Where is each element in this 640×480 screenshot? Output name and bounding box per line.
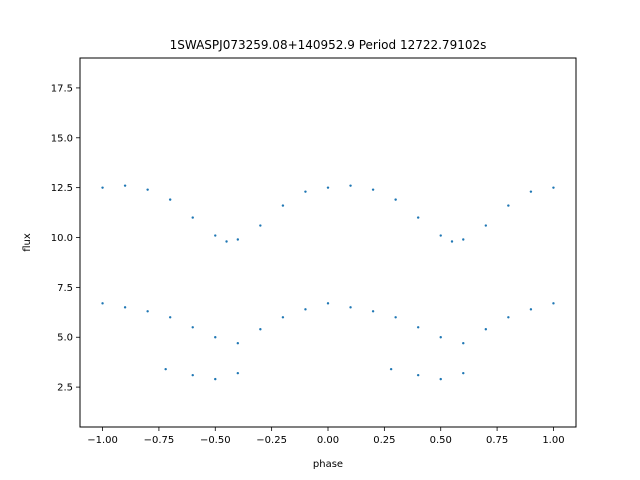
- data-point: [552, 302, 555, 305]
- y-tick-label: 17.5: [51, 83, 73, 94]
- x-tick-label: 1.00: [542, 435, 564, 446]
- data-point: [259, 328, 262, 331]
- data-point: [236, 342, 240, 345]
- data-point: [462, 371, 465, 375]
- data-point: [101, 302, 104, 305]
- data-point: [123, 306, 127, 309]
- data-point: [146, 188, 149, 191]
- data-point: [236, 238, 240, 241]
- data-point: [439, 234, 442, 237]
- data-point: [281, 204, 285, 207]
- x-axis-ticks: −1.00 −0.75 −0.50 −0.25 0.00 0.25 0.50 0.75 1.00: [87, 427, 565, 446]
- data-point: [507, 316, 510, 319]
- data-point: [394, 316, 397, 319]
- data-point: [304, 308, 307, 311]
- data-point: [281, 316, 285, 319]
- data-point: [101, 186, 104, 189]
- data-point: [123, 184, 127, 187]
- data-point: [552, 186, 555, 189]
- data-points: [101, 184, 555, 381]
- y-tick-label: 12.5: [51, 183, 73, 194]
- data-point: [371, 188, 375, 191]
- y-tick-label: 2.5: [57, 383, 73, 394]
- data-point: [214, 336, 217, 339]
- data-point: [349, 184, 352, 187]
- data-point: [191, 216, 194, 219]
- x-axis-label: phase: [313, 459, 343, 470]
- y-tick-label: 15.0: [51, 133, 73, 144]
- y-tick-label: 10.0: [51, 233, 73, 244]
- data-point: [168, 316, 172, 319]
- x-tick-label: −1.00: [87, 435, 118, 446]
- y-tick-label: 5.0: [57, 333, 73, 344]
- data-point: [507, 204, 510, 207]
- data-point: [164, 367, 167, 371]
- x-tick-label: 0.00: [317, 435, 339, 446]
- data-point: [191, 326, 194, 329]
- data-point: [326, 302, 330, 305]
- data-point: [529, 308, 533, 311]
- y-tick-label: 7.5: [57, 283, 73, 294]
- y-axis-ticks: 2.5 5.0 7.5 10.0 12.5 15.0 17.5: [51, 83, 80, 394]
- chart-title: 1SWASPJ073259.08+140952.9 Period 12722.7…: [170, 38, 487, 52]
- data-point: [389, 367, 393, 371]
- data-point: [214, 377, 217, 381]
- data-point: [371, 310, 375, 313]
- x-tick-label: 0.25: [373, 435, 395, 446]
- x-tick-label: −0.75: [144, 435, 175, 446]
- data-point: [146, 310, 149, 313]
- data-point: [484, 328, 488, 331]
- data-point: [484, 224, 488, 227]
- data-point: [439, 377, 442, 381]
- x-tick-label: 0.75: [486, 435, 508, 446]
- x-tick-label: −0.50: [200, 435, 231, 446]
- data-point: [168, 198, 172, 201]
- data-point: [349, 306, 352, 309]
- x-tick-label: 0.50: [430, 435, 452, 446]
- data-point: [462, 238, 465, 241]
- data-point: [462, 342, 465, 345]
- data-point: [214, 234, 217, 237]
- data-point: [259, 224, 262, 227]
- data-point: [236, 371, 240, 375]
- data-point: [394, 198, 397, 201]
- data-point: [439, 336, 442, 339]
- plot-frame: [79, 57, 577, 428]
- data-point: [225, 240, 228, 243]
- data-point: [529, 190, 533, 193]
- data-point: [416, 373, 420, 377]
- data-point: [416, 216, 420, 219]
- y-axis-label: flux: [22, 233, 33, 252]
- data-point: [416, 326, 420, 329]
- x-tick-label: −0.25: [256, 435, 287, 446]
- data-point: [304, 190, 307, 193]
- data-point: [326, 186, 330, 189]
- data-point: [191, 373, 194, 377]
- data-point: [450, 240, 454, 243]
